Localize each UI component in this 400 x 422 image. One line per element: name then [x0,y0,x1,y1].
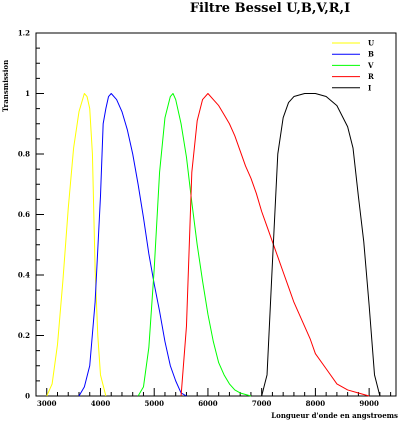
y-tick-label: 1 [25,89,30,98]
x-tick-label: 7000 [252,399,272,408]
series-line-b [78,93,187,397]
x-tick-label: 8000 [306,399,326,408]
series-line-r [180,93,370,397]
y-tick-label: 0.8 [18,150,30,159]
legend-label-v: V [367,61,374,70]
y-tick-label: 0 [25,392,30,401]
x-tick-label: 4000 [91,399,111,408]
y-tick-label: 1.2 [18,29,30,38]
chart-title: Filtre Bessel U,B,V,R,I [190,1,350,16]
axis-ticks: 3000 4000 5000 6000 7000 8000 9000 0 0.2 0.4 0.6 0.… [18,29,392,408]
series-line-u [46,93,107,397]
legend-label-b: B [368,50,374,59]
legend-label-r: R [368,72,374,81]
y-tick-label: 0.4 [18,271,30,280]
y-tick-label: 0.6 [18,210,30,219]
legend-label-i: I [368,83,371,92]
x-tick-label: 3000 [37,399,57,408]
y-tick-label: 0.2 [18,331,30,340]
y-axis-label: Transmission [1,60,10,112]
series-lines [46,93,381,397]
x-axis-label: Longueur d'onde en angstroems [271,411,398,420]
legend-label-u: U [368,39,374,48]
x-tick-label: 6000 [198,399,218,408]
series-line-i [261,93,381,397]
x-tick-label: 9000 [359,399,379,408]
x-tick-label: 5000 [144,399,164,408]
series-line-v [137,93,252,397]
